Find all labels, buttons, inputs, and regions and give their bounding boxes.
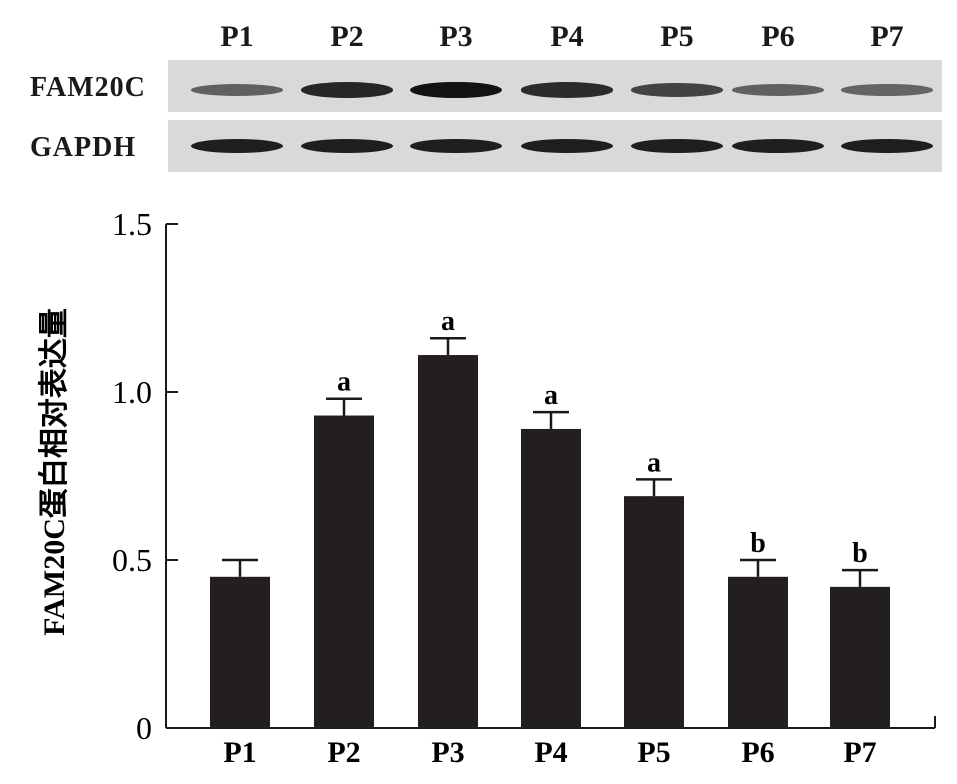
y-axis-label: FAM20C蛋白相对表达量 <box>38 308 71 636</box>
lane-label-p6: P6 <box>761 20 795 53</box>
lane-label-p7: P7 <box>870 20 904 53</box>
band-gapdh-p6 <box>732 139 824 153</box>
bar-p7 <box>830 586 890 728</box>
significance-label: a <box>337 367 351 398</box>
y-tick-label: 1.5 <box>112 206 152 242</box>
band-fam20c-p4 <box>521 82 613 98</box>
significance-label: a <box>441 306 455 337</box>
blot-strip-gapdh <box>168 120 942 172</box>
x-tick-label: P4 <box>534 736 567 769</box>
band-fam20c-p3 <box>410 81 502 99</box>
bar-p5 <box>624 496 684 728</box>
band-fam20c-p1 <box>191 84 283 96</box>
band-fam20c-p2 <box>301 82 393 98</box>
bar-p1 <box>210 576 270 728</box>
band-gapdh-p5 <box>631 139 723 153</box>
bar-p2 <box>314 415 374 728</box>
y-tick-label: 0 <box>136 710 152 746</box>
bar-p6 <box>728 576 788 728</box>
blot-strip-fam20c <box>168 60 942 112</box>
lane-label-p4: P4 <box>550 20 584 53</box>
lane-label-p2: P2 <box>330 20 364 53</box>
x-tick-label: P5 <box>637 736 670 769</box>
y-tick-label: 1.0 <box>112 374 152 410</box>
x-tick-label: P6 <box>741 736 774 769</box>
band-gapdh-p7 <box>841 139 933 153</box>
x-tick-label: P7 <box>843 736 876 769</box>
blot-row-label-gapdh: GAPDH <box>30 132 137 163</box>
x-tick-label: P2 <box>327 736 360 769</box>
y-tick-label: 0.5 <box>112 542 152 578</box>
band-fam20c-p7 <box>841 84 933 96</box>
band-fam20c-p5 <box>631 83 723 97</box>
x-tick-label: P1 <box>223 736 256 769</box>
lane-label-p5: P5 <box>660 20 694 53</box>
band-gapdh-p4 <box>521 139 613 153</box>
significance-label: b <box>750 528 766 559</box>
significance-label: b <box>852 538 868 569</box>
lane-label-p1: P1 <box>220 20 254 53</box>
x-tick-label: P3 <box>431 736 464 769</box>
significance-label: a <box>647 447 661 478</box>
bar-p4 <box>521 428 581 728</box>
lane-label-p3: P3 <box>439 20 473 53</box>
band-gapdh-p3 <box>410 139 502 153</box>
band-gapdh-p1 <box>191 139 283 153</box>
bar-p3 <box>418 355 478 728</box>
blot-row-label-fam20c: FAM20C <box>30 72 146 103</box>
band-fam20c-p6 <box>732 84 824 96</box>
significance-label: a <box>544 380 558 411</box>
band-gapdh-p2 <box>301 139 393 153</box>
